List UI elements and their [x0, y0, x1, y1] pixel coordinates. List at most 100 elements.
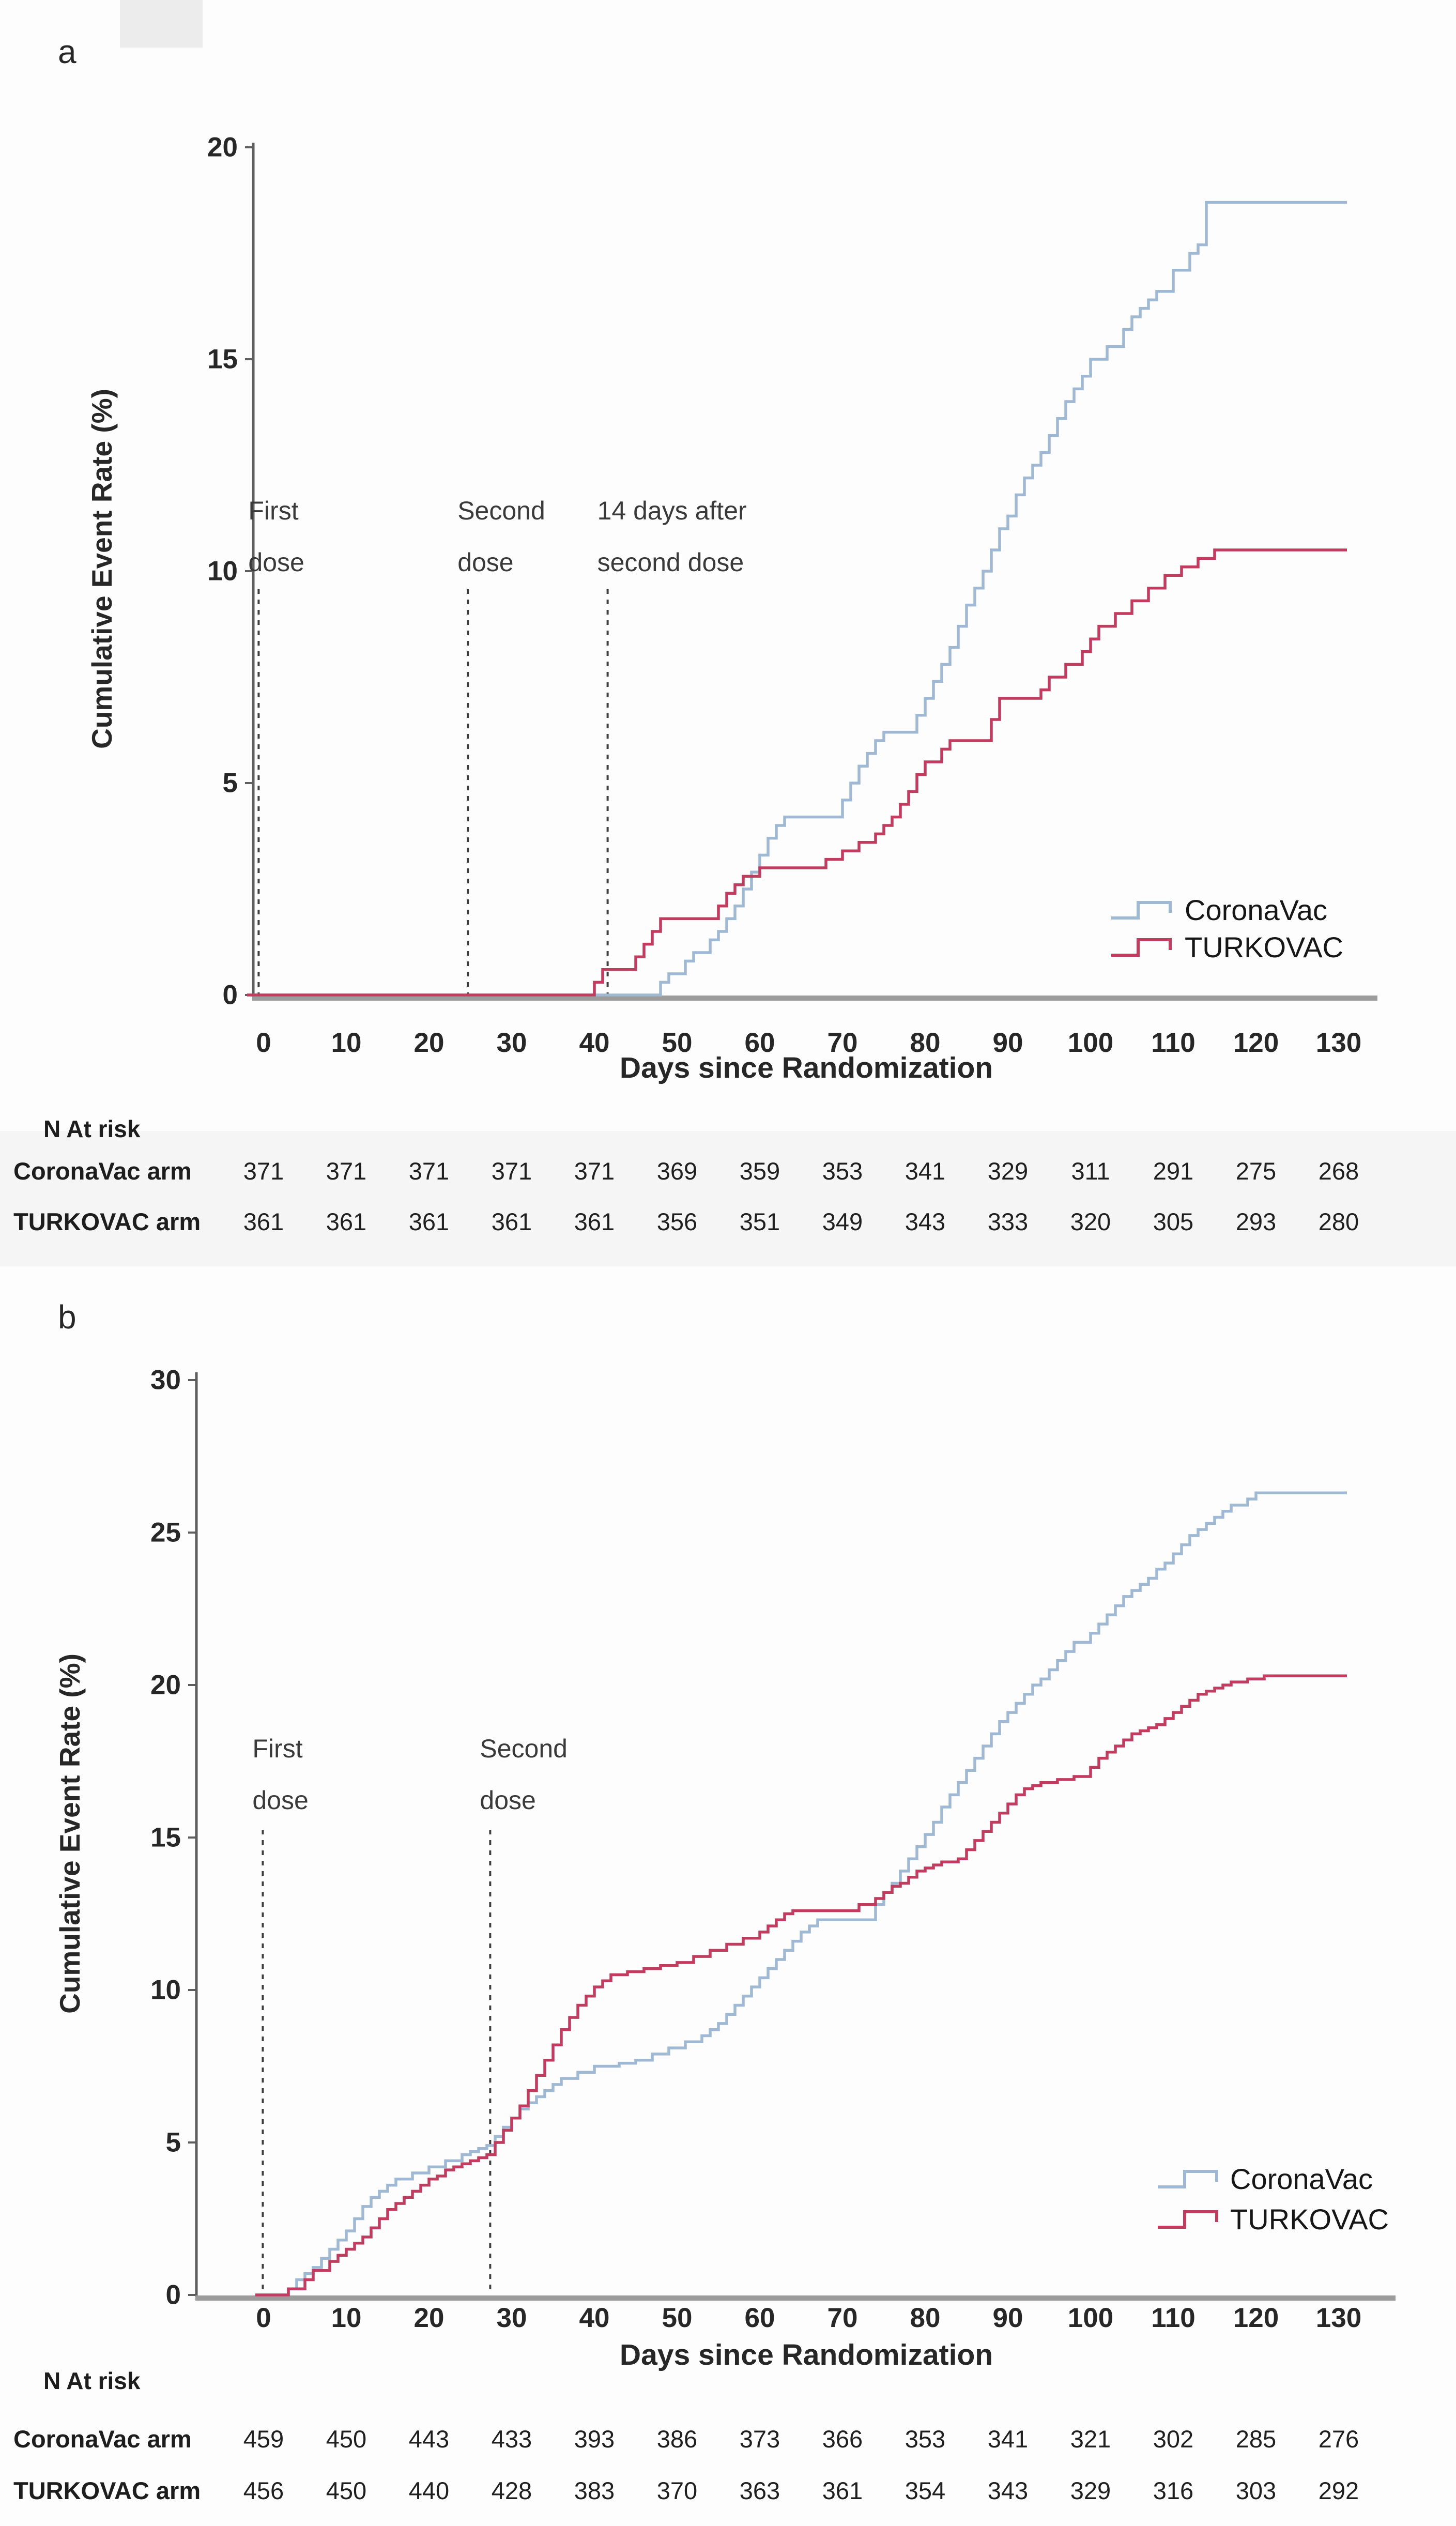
dose-label: dose	[248, 548, 304, 577]
x-tick-label: 120	[1233, 2303, 1279, 2333]
x-tick-label: 80	[910, 2303, 941, 2333]
risk-table-band	[0, 1131, 1456, 1266]
risk-value: 371	[243, 1157, 284, 1185]
x-axis-title: Days since Randomization	[620, 1051, 993, 1084]
risk-value: 371	[574, 1157, 615, 1185]
risk-value: 354	[905, 2477, 945, 2504]
x-tick-label: 130	[1316, 2303, 1361, 2333]
risk-value: 329	[1070, 2477, 1111, 2504]
x-tick-label: 90	[993, 1028, 1023, 1058]
x-tick-label: 50	[662, 1028, 693, 1058]
risk-value: 361	[243, 1208, 284, 1235]
panel-b: b 0 5 10 15 20 25 30 Cumulative Event Rate (%) 0 1…	[0, 1266, 1456, 2526]
risk-value: 428	[492, 2477, 532, 2504]
risk-row-label: CoronaVac arm	[13, 2425, 192, 2453]
legend-step-icon	[1158, 2210, 1218, 2229]
risk-value: 321	[1070, 2425, 1111, 2453]
risk-value: 341	[905, 1157, 945, 1185]
risk-row-label: TURKOVAC arm	[13, 2477, 201, 2504]
y-tick-label: 0	[223, 980, 238, 1011]
dose-label: dose	[457, 548, 513, 577]
risk-value: 370	[657, 2477, 697, 2504]
legend-step-icon	[1111, 901, 1172, 920]
x-axis: 0 10 20 30 40 50 60 70 80 90 100 110 120 130	[195, 2295, 1396, 2333]
risk-value: 361	[574, 1208, 615, 1235]
risk-value: 316	[1153, 2477, 1193, 2504]
risk-value: 305	[1153, 1208, 1193, 1235]
x-tick-label: 0	[256, 1028, 271, 1058]
risk-value: 280	[1319, 1208, 1359, 1235]
risk-value: 343	[905, 1208, 945, 1235]
panel-letter: b	[58, 1298, 76, 1336]
y-tick-label: 25	[150, 1518, 181, 1548]
y-axis: 0 5 10 15 20 25 30	[150, 1365, 198, 2310]
risk-value: 311	[1071, 1157, 1110, 1185]
dose-label: dose	[480, 1786, 535, 1815]
risk-value: 351	[740, 1208, 780, 1235]
legend-step-icon	[1158, 2170, 1218, 2188]
dose-marker: Second dose	[457, 496, 545, 995]
risk-row-label: TURKOVAC arm	[13, 1208, 201, 1235]
x-tick-label: 120	[1233, 1028, 1279, 1058]
risk-value: 341	[988, 2425, 1028, 2453]
x-tick-label: 90	[993, 2303, 1023, 2333]
risk-table: N At risk CoronaVac arm 459 450 443 433 393 386…	[13, 2367, 1359, 2504]
risk-value: 373	[740, 2425, 780, 2453]
series-turkovac	[255, 1674, 1347, 2297]
y-tick-label: 10	[207, 556, 238, 587]
risk-value: 303	[1236, 2477, 1276, 2504]
risk-value: 329	[988, 1157, 1028, 1185]
legend-label: TURKOVAC	[1230, 2203, 1389, 2236]
risk-table-title: N At risk	[43, 2367, 141, 2394]
x-tick-label: 50	[662, 2303, 693, 2333]
y-tick-label: 20	[207, 132, 238, 163]
risk-table: N At risk CoronaVac arm 371 371 371 371 371 369…	[13, 1115, 1359, 1235]
y-tick-label: 5	[223, 768, 238, 799]
x-tick-label: 100	[1068, 2303, 1113, 2333]
risk-table-title: N At risk	[43, 1115, 141, 1142]
legend: CoronaVac TURKOVAC	[1158, 2163, 1389, 2236]
risk-value: 361	[822, 2477, 863, 2504]
risk-value: 293	[1236, 1208, 1276, 1235]
x-tick-label: 70	[827, 1028, 858, 1058]
risk-value: 443	[409, 2425, 449, 2453]
dose-marker: Second dose	[480, 1734, 568, 2295]
dose-marker: 14 days after second dose	[597, 496, 747, 995]
y-tick-label: 10	[150, 1975, 181, 2006]
x-tick-label: 110	[1151, 1028, 1196, 1058]
y-axis-title: Cumulative Event Rate (%)	[54, 1654, 86, 2014]
risk-value: 361	[492, 1208, 532, 1235]
dose-marker: First dose	[248, 496, 304, 995]
x-tick-label: 0	[256, 2303, 271, 2333]
risk-value: 361	[326, 1208, 366, 1235]
x-axis-title: Days since Randomization	[620, 2338, 993, 2371]
risk-value: 363	[740, 2477, 780, 2504]
legend-step-icon	[1111, 938, 1172, 957]
risk-value: 393	[574, 2425, 615, 2453]
risk-value: 369	[657, 1157, 697, 1185]
y-tick-label: 5	[166, 2127, 181, 2158]
risk-value: 459	[243, 2425, 284, 2453]
risk-value: 320	[1070, 1208, 1111, 1235]
legend-label: CoronaVac	[1230, 2163, 1373, 2195]
series-coronavac	[247, 201, 1347, 997]
dose-marker: First dose	[252, 1734, 309, 2295]
risk-value: 343	[988, 2477, 1028, 2504]
legend-label: TURKOVAC	[1185, 931, 1343, 963]
x-tick-label: 30	[497, 1028, 527, 1058]
risk-value: 371	[492, 1157, 532, 1185]
x-tick-label: 60	[745, 2303, 775, 2333]
series-coronavac	[255, 1491, 1347, 2297]
risk-value: 353	[905, 2425, 945, 2453]
dose-label: Second	[457, 496, 545, 525]
scan-artifact	[120, 0, 203, 48]
risk-value: 366	[822, 2425, 863, 2453]
x-tick-label: 40	[579, 1028, 610, 1058]
risk-value: 456	[243, 2477, 284, 2504]
x-tick-label: 10	[331, 1028, 362, 1058]
dose-label: First	[252, 1734, 302, 1763]
y-tick-label: 15	[207, 344, 238, 375]
risk-value: 440	[409, 2477, 449, 2504]
dose-label: Second	[480, 1734, 568, 1763]
